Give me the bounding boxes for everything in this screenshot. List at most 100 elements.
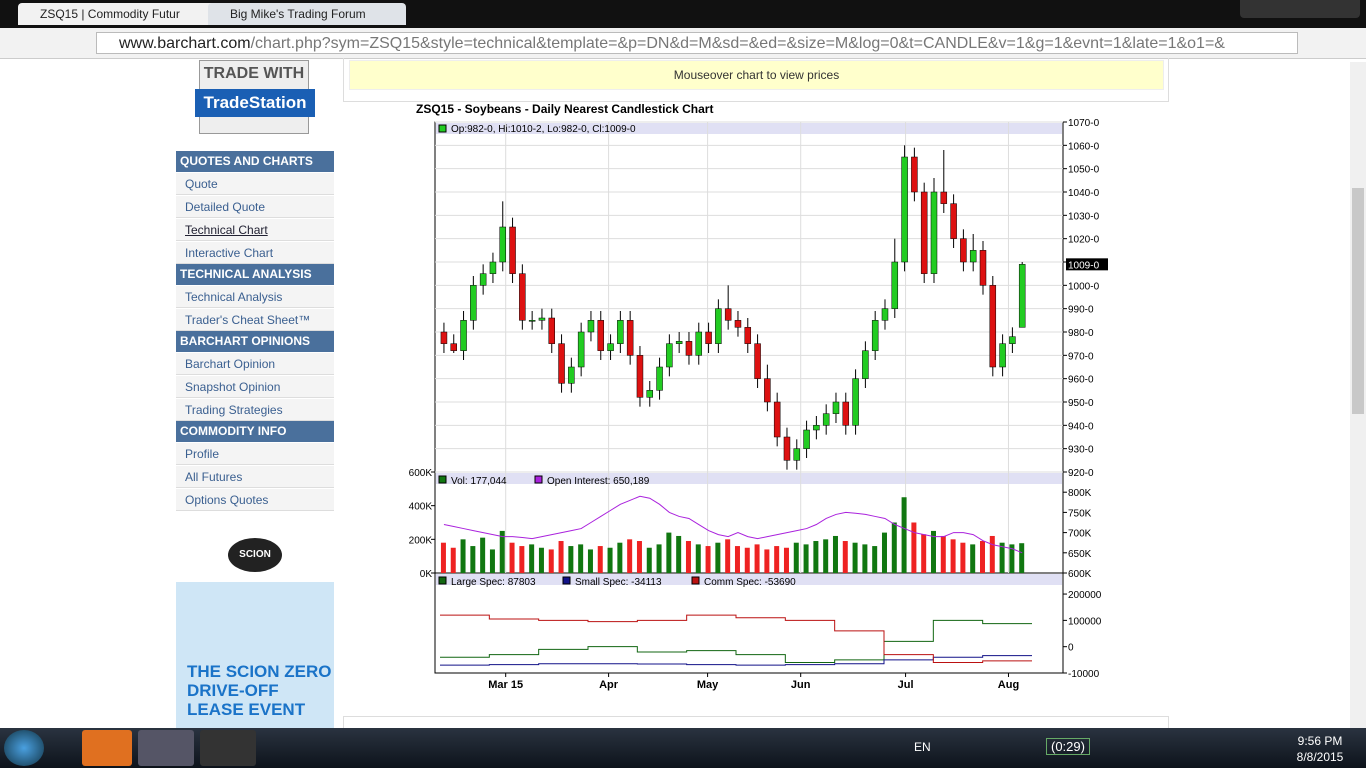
ad-text: TRADE WITH xyxy=(203,65,305,82)
y-tick-label: 200000 xyxy=(1068,590,1102,601)
volume-bar xyxy=(470,546,476,573)
legend-text: Open Interest: 650,189 xyxy=(547,476,650,487)
ad-line: DRIVE-OFF xyxy=(187,681,279,700)
sidebar-link[interactable]: All Futures xyxy=(176,466,334,488)
scrollbar[interactable] xyxy=(1350,62,1366,728)
legend-swatch xyxy=(438,475,447,484)
mouseover-note: Mouseover chart to view prices xyxy=(349,60,1164,90)
panel xyxy=(343,58,1169,102)
sidebar-link[interactable]: Trader's Cheat Sheet™ xyxy=(176,309,334,331)
candle-body xyxy=(724,308,732,321)
tab[interactable]: ZSQ15 | Commodity Futur xyxy=(18,3,216,25)
volume-bar xyxy=(734,546,740,573)
candle-body xyxy=(440,331,448,344)
volume-bar xyxy=(578,544,584,573)
sidebar-link[interactable]: Technical Analysis xyxy=(176,286,334,308)
volume-bar xyxy=(597,546,603,573)
language[interactable]: EN xyxy=(914,740,931,754)
candle-body xyxy=(1018,264,1026,328)
candle-body xyxy=(548,317,556,344)
candle-body xyxy=(960,238,967,263)
y2-tick-label: 700K xyxy=(1068,529,1092,540)
ad-line: THE SCION ZERO xyxy=(187,662,332,681)
volume-bar xyxy=(499,530,505,573)
sidebar-link[interactable]: Quote xyxy=(176,173,334,195)
candle-body xyxy=(636,355,644,398)
candle-body xyxy=(793,448,801,461)
volume-bar xyxy=(685,541,691,573)
ad-bottom[interactable]: SCION THE SCION ZERO DRIVE-OFF LEASE EVENT xyxy=(176,530,334,728)
app-icon[interactable] xyxy=(82,730,132,766)
app-icon[interactable] xyxy=(200,730,256,766)
ad-top[interactable]: TRADE WITH TradeStation xyxy=(195,60,315,134)
cot-line xyxy=(440,614,1032,663)
volume-bar xyxy=(1009,544,1015,573)
volume-bar xyxy=(480,537,486,573)
sidebar-link[interactable]: Technical Chart xyxy=(176,219,334,241)
y-tick-label: 1000-0 xyxy=(1068,281,1100,292)
start-button[interactable] xyxy=(4,730,44,766)
candle-body xyxy=(568,366,575,384)
app-icon[interactable] xyxy=(138,730,194,766)
y-tick-label: 1030-0 xyxy=(1068,211,1100,222)
timer[interactable]: (0:29) xyxy=(1046,738,1090,755)
panel-frame xyxy=(434,572,1064,674)
candle-body xyxy=(989,285,997,368)
volume-bar xyxy=(587,549,593,573)
candle-body xyxy=(822,413,830,426)
last-price-label: 1009-0 xyxy=(1068,260,1100,271)
volume-bar xyxy=(754,544,760,573)
candle-body xyxy=(842,401,850,426)
volume-bar xyxy=(793,542,799,573)
volume-bar xyxy=(695,544,701,573)
candle-body xyxy=(734,320,742,328)
address-bar[interactable]: www.barchart.com/chart.php?sym=ZSQ15&sty… xyxy=(96,32,1298,54)
chart: ZSQ15 - Soybeans - Daily Nearest Candles… xyxy=(409,102,1108,691)
volume-bar xyxy=(617,542,623,573)
volume-bar xyxy=(519,546,525,573)
scroll-thumb[interactable] xyxy=(1352,188,1364,414)
volume-bar xyxy=(940,535,946,573)
sidebar-link[interactable]: Snapshot Opinion xyxy=(176,376,334,398)
tab[interactable]: Big Mike's Trading Forum xyxy=(208,3,406,25)
sidebar-link[interactable]: Options Quotes xyxy=(176,489,334,511)
sidebar-link[interactable]: Profile xyxy=(176,443,334,465)
y2-tick-label: 750K xyxy=(1068,508,1092,519)
chart-title: ZSQ15 - Soybeans - Daily Nearest Candles… xyxy=(416,102,713,116)
sidebar-link[interactable]: Interactive Chart xyxy=(176,242,334,264)
candle-body xyxy=(656,366,663,391)
clock[interactable]: 9:56 PM 8/8/2015 xyxy=(1280,733,1360,765)
x-tick-label: May xyxy=(697,679,719,691)
panel xyxy=(343,716,1169,729)
y2-tick-label: 600K xyxy=(1068,569,1092,580)
y-tick-label: 950-0 xyxy=(1068,398,1094,409)
volume-bar xyxy=(832,535,838,573)
sidebar-link[interactable]: Trading Strategies xyxy=(176,399,334,421)
legend-text: Small Spec: -34113 xyxy=(575,577,662,588)
volume-bar xyxy=(460,539,466,573)
sidebar-link[interactable]: Barchart Opinion xyxy=(176,353,334,375)
sidebar-heading: TECHNICAL ANALYSIS xyxy=(176,264,334,285)
y-tick-label: 920-0 xyxy=(1068,468,1094,479)
volume-bar xyxy=(862,544,868,573)
volume-bar xyxy=(872,546,878,573)
panel-frame xyxy=(434,121,1064,473)
volume-bar xyxy=(656,544,662,573)
last-price-box xyxy=(1066,258,1108,271)
y-tick-label: -10000 xyxy=(1068,669,1100,680)
candle-body xyxy=(519,273,526,321)
volume-bar xyxy=(607,547,613,573)
candle-body xyxy=(979,250,987,286)
y-tick-label: 990-0 xyxy=(1068,305,1094,316)
legend-text: Large Spec: 87803 xyxy=(451,577,536,588)
window-controls[interactable] xyxy=(1240,0,1360,18)
volume-bar xyxy=(774,546,780,573)
sidebar-heading: COMMODITY INFO xyxy=(176,421,334,442)
volume-bar xyxy=(744,547,750,573)
volume-bar xyxy=(950,539,956,573)
sidebar-link[interactable]: Detailed Quote xyxy=(176,196,334,218)
volume-bar xyxy=(960,542,966,573)
volume-bar xyxy=(636,541,642,573)
cot-line xyxy=(440,619,1032,663)
candle-body xyxy=(685,341,693,356)
